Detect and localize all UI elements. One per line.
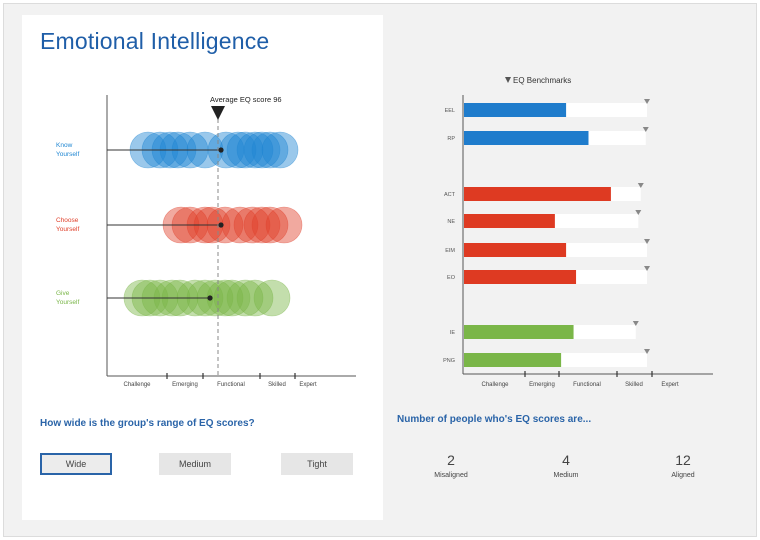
wide-button[interactable]: Wide	[40, 453, 112, 475]
count-heading: Number of people who's EQ scores are...	[397, 414, 592, 425]
count-value: 2	[447, 452, 455, 468]
score-bar	[464, 214, 555, 228]
score-bar	[464, 353, 562, 367]
x-tick-label: Expert	[299, 382, 317, 388]
benchmark-marker-icon	[637, 183, 644, 188]
row-label: Choose	[56, 217, 79, 224]
row-label: Yourself	[56, 151, 79, 158]
medium-button[interactable]: Medium	[159, 453, 231, 475]
score-bubble	[265, 206, 303, 244]
benchmark-marker-icon	[635, 210, 642, 215]
benchmark-marker-icon	[642, 127, 649, 132]
chart-title: EQ Benchmarks	[513, 76, 571, 85]
count-medium: 4 Medium	[526, 452, 606, 479]
benchmark-marker-icon	[632, 321, 639, 326]
count-label: Medium	[553, 472, 579, 479]
x-tick-label: Expert	[661, 382, 679, 388]
row-mean-dot	[218, 147, 224, 153]
benchmark-marker-icon	[644, 239, 651, 244]
score-bubble	[261, 131, 299, 169]
x-tick-label: Skilled	[625, 382, 643, 388]
score-bubble	[226, 131, 264, 169]
left-card	[22, 15, 383, 520]
score-bubble	[253, 279, 291, 317]
count-aligned: 12 Aligned	[643, 452, 723, 479]
benchmark-marker-icon	[644, 99, 651, 104]
bar-label: PNG	[443, 358, 455, 364]
row-mean-dot	[207, 295, 213, 301]
average-annotation: Average EQ score 96	[210, 95, 282, 104]
bar-label: ACT	[444, 192, 456, 198]
x-tick-label: Functional	[217, 382, 245, 388]
score-bubble	[236, 131, 274, 169]
average-marker-icon	[211, 106, 225, 120]
x-tick-label: Challenge	[123, 382, 151, 388]
score-bubble	[213, 279, 251, 317]
bar-label: EIM	[445, 248, 455, 254]
x-tick-label: Emerging	[172, 382, 198, 388]
row-mean-dot	[218, 222, 224, 228]
score-bar	[464, 103, 567, 117]
x-tick-label: Skilled	[268, 382, 286, 388]
score-bubble	[251, 206, 289, 244]
benchmark-marker-icon	[644, 266, 651, 271]
benchmark-marker-icon	[644, 349, 651, 354]
row-label: Yourself	[56, 299, 79, 306]
bar-label: NE	[447, 219, 455, 225]
bar-label: RP	[447, 136, 455, 142]
count-misaligned: 2 Misaligned	[411, 452, 491, 479]
bar-label: EO	[447, 275, 456, 281]
row-label: Know	[56, 142, 73, 149]
triangle-down-icon	[505, 77, 511, 83]
score-bar	[464, 270, 577, 284]
score-bubble	[226, 279, 264, 317]
score-bar	[464, 187, 611, 201]
x-tick-label: Emerging	[529, 382, 555, 388]
score-bar	[464, 131, 589, 145]
row-label: Yourself	[56, 226, 79, 233]
score-bubble	[236, 279, 274, 317]
score-bubble	[251, 131, 289, 169]
page-title: Emotional Intelligence	[40, 28, 270, 54]
count-value: 12	[675, 452, 691, 468]
range-question: How wide is the group's range of EQ scor…	[40, 418, 255, 429]
score-bar	[464, 243, 567, 257]
x-tick-label: Functional	[573, 382, 601, 388]
score-bubble	[243, 206, 281, 244]
x-tick-label: Challenge	[481, 382, 509, 388]
bar-label: IE	[450, 330, 456, 336]
bar-label: EEL	[445, 108, 455, 114]
count-label: Aligned	[671, 472, 695, 479]
score-bar	[464, 325, 574, 339]
tight-button[interactable]: Tight	[281, 453, 353, 475]
count-value: 4	[562, 452, 570, 468]
row-label: Give	[56, 290, 70, 297]
count-label: Misaligned	[434, 472, 468, 479]
